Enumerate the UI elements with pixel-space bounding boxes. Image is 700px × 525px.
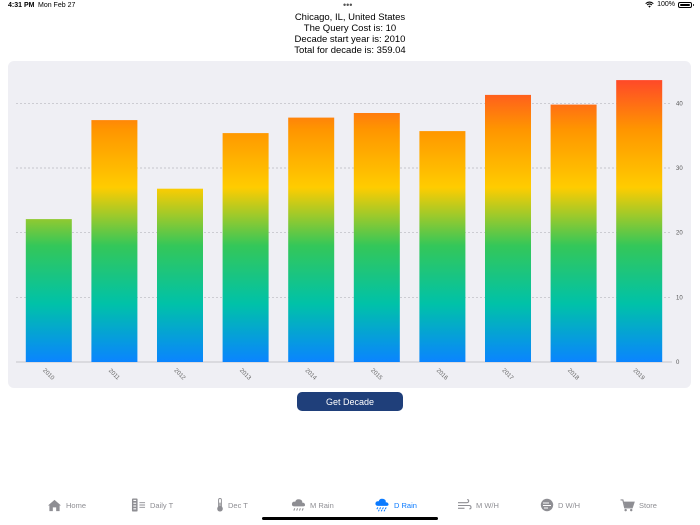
cart-icon <box>620 498 635 511</box>
x-tick-label: 2012 <box>172 368 186 382</box>
tab-m-wh[interactable]: M W/H <box>457 494 499 516</box>
tab-label: D Rain <box>394 500 417 510</box>
tab-daily-t[interactable]: Daily T <box>131 494 173 516</box>
thermometer-icon <box>217 498 223 512</box>
bar-2013 <box>222 133 269 362</box>
query-summary: Chicago, IL, United States The Query Cos… <box>0 12 700 56</box>
y-tick-label: 10 <box>676 295 683 301</box>
query-cost-label: The Query Cost is: 10 <box>303 23 397 34</box>
x-tick-label: 2015 <box>369 368 383 382</box>
tab-bar: Home Daily T Dec T M Rain D R <box>0 494 700 516</box>
bar-2019 <box>616 80 663 362</box>
decade-start-label: Decade start year is: 2010 <box>294 34 406 45</box>
x-tick-label: 2016 <box>435 368 449 382</box>
tab-m-rain[interactable]: M Rain <box>291 494 334 516</box>
thermometer-gauge-icon <box>131 498 146 512</box>
location-label: Chicago, IL, United States <box>294 12 406 23</box>
tab-label: Dec T <box>228 500 248 510</box>
x-tick-label: 2017 <box>500 368 514 382</box>
bar-2010 <box>25 219 72 362</box>
bar-2012 <box>157 188 203 362</box>
tab-d-rain[interactable]: D Rain <box>374 494 417 516</box>
cloud-heavy-rain-icon <box>375 498 389 512</box>
status-date: Mon Feb 27 <box>38 2 76 9</box>
bar-2014 <box>288 117 335 362</box>
home-indicator[interactable] <box>262 517 438 520</box>
chart-canvas: 0 10 20 30 40 2010 2011 2012 2013 2014 2015 2016 201… <box>16 80 683 382</box>
tab-label: M Rain <box>310 500 334 510</box>
y-tick-label: 30 <box>676 166 683 172</box>
tab-label: Store <box>639 500 657 510</box>
tab-dec-t[interactable]: Dec T <box>216 494 248 516</box>
status-right: 100% <box>645 1 694 8</box>
tab-label: Home <box>66 500 87 510</box>
tab-label: M W/H <box>476 500 499 510</box>
globe-wind-icon <box>540 498 554 512</box>
precipitation-chart: 0 10 20 30 40 2010 2011 2012 2013 2014 2015 2016 201… <box>8 61 691 388</box>
x-tick-label: 2014 <box>304 368 318 382</box>
decade-total-label: Total for decade is: 359.04 <box>294 45 406 56</box>
get-decade-precipitation-button[interactable]: Get Decade Precipitation <box>297 392 403 426</box>
x-tick-label: 2013 <box>238 368 252 382</box>
bar-2016 <box>419 131 466 362</box>
status-time: 4:31 PM <box>8 2 35 9</box>
wind-icon <box>458 498 472 509</box>
x-tick-label: 2019 <box>632 368 646 382</box>
tab-label: D W/H <box>558 500 581 510</box>
tab-store[interactable]: Store <box>620 494 657 516</box>
bar-2011 <box>91 120 138 362</box>
tab-home[interactable]: Home <box>47 494 86 516</box>
battery-icon <box>678 1 694 8</box>
house-icon <box>48 499 61 511</box>
y-tick-label: 20 <box>676 231 683 237</box>
wifi-icon <box>645 1 654 8</box>
x-tick-label: 2011 <box>107 368 121 382</box>
bar-2015 <box>353 113 400 362</box>
tab-d-wh[interactable]: D W/H <box>540 494 580 516</box>
x-tick-label: 2010 <box>41 368 55 382</box>
bar-2018 <box>550 104 597 362</box>
status-bar: 4:31 PM Mon Feb 27 ••• 100% <box>0 0 700 12</box>
battery-percent: 100% <box>657 1 675 8</box>
tab-label: Daily T <box>150 500 174 510</box>
cloud-rain-icon <box>291 499 306 511</box>
multitasking-dots-icon[interactable]: ••• <box>343 0 353 10</box>
y-tick-label: 0 <box>676 360 680 366</box>
y-tick-label: 40 <box>676 101 683 107</box>
bar-2017 <box>485 94 531 363</box>
x-tick-label: 2018 <box>566 368 580 382</box>
